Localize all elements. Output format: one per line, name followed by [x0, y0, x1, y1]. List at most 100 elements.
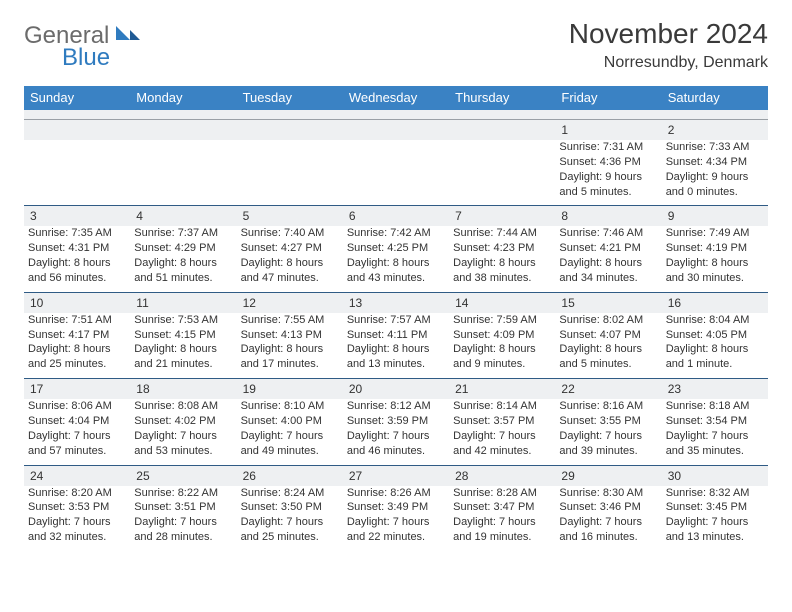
daylight-text: Daylight: 8 hours and 13 minutes.	[347, 342, 445, 372]
day-number: 14	[449, 293, 555, 313]
day-number: 29	[555, 466, 661, 486]
sunrise-text: Sunrise: 8:06 AM	[28, 399, 126, 414]
sunrise-text: Sunrise: 8:02 AM	[559, 313, 657, 328]
day-number: 10	[24, 293, 130, 313]
daynum-row: 12	[24, 120, 768, 140]
day-cell-empty	[237, 140, 343, 205]
day-cell-empty	[24, 140, 130, 205]
weekday-monday: Monday	[130, 86, 236, 110]
sunset-text: Sunset: 3:46 PM	[559, 500, 657, 515]
daylight-text: Daylight: 8 hours and 34 minutes.	[559, 256, 657, 286]
day-number-empty	[237, 120, 343, 140]
day-cell: Sunrise: 8:12 AMSunset: 3:59 PMDaylight:…	[343, 399, 449, 464]
day-number: 28	[449, 466, 555, 486]
day-cell: Sunrise: 7:57 AMSunset: 4:11 PMDaylight:…	[343, 313, 449, 378]
day-number: 8	[555, 206, 661, 226]
sunset-text: Sunset: 4:11 PM	[347, 328, 445, 343]
day-number: 5	[237, 206, 343, 226]
day-number: 18	[130, 379, 236, 399]
day-cell: Sunrise: 7:49 AMSunset: 4:19 PMDaylight:…	[662, 226, 768, 291]
sunrise-text: Sunrise: 7:37 AM	[134, 226, 232, 241]
day-number: 20	[343, 379, 449, 399]
day-cell: Sunrise: 7:33 AMSunset: 4:34 PMDaylight:…	[662, 140, 768, 205]
day-number: 4	[130, 206, 236, 226]
daylight-text: Daylight: 7 hours and 35 minutes.	[666, 429, 764, 459]
day-number: 30	[662, 466, 768, 486]
day-number: 6	[343, 206, 449, 226]
day-number-empty	[449, 120, 555, 140]
title-block: November 2024 Norresundby, Denmark	[569, 18, 768, 72]
daylight-text: Daylight: 7 hours and 13 minutes.	[666, 515, 764, 545]
weekday-tuesday: Tuesday	[237, 86, 343, 110]
daylight-text: Daylight: 7 hours and 19 minutes.	[453, 515, 551, 545]
daylight-text: Daylight: 8 hours and 21 minutes.	[134, 342, 232, 372]
header-spacer	[24, 110, 768, 120]
day-number: 26	[237, 466, 343, 486]
day-number: 3	[24, 206, 130, 226]
weekday-sunday: Sunday	[24, 86, 130, 110]
daylight-text: Daylight: 7 hours and 28 minutes.	[134, 515, 232, 545]
day-cell: Sunrise: 7:51 AMSunset: 4:17 PMDaylight:…	[24, 313, 130, 378]
sunset-text: Sunset: 3:51 PM	[134, 500, 232, 515]
sunrise-text: Sunrise: 7:40 AM	[241, 226, 339, 241]
sunset-text: Sunset: 4:17 PM	[28, 328, 126, 343]
sunset-text: Sunset: 4:15 PM	[134, 328, 232, 343]
sunrise-text: Sunrise: 8:14 AM	[453, 399, 551, 414]
sunrise-text: Sunrise: 7:59 AM	[453, 313, 551, 328]
day-cell: Sunrise: 8:10 AMSunset: 4:00 PMDaylight:…	[237, 399, 343, 464]
day-number: 17	[24, 379, 130, 399]
week-row: Sunrise: 7:51 AMSunset: 4:17 PMDaylight:…	[24, 313, 768, 378]
weekday-thursday: Thursday	[449, 86, 555, 110]
day-number-empty	[130, 120, 236, 140]
day-cell: Sunrise: 8:26 AMSunset: 3:49 PMDaylight:…	[343, 486, 449, 551]
daylight-text: Daylight: 8 hours and 9 minutes.	[453, 342, 551, 372]
week-row: Sunrise: 8:20 AMSunset: 3:53 PMDaylight:…	[24, 486, 768, 551]
sunrise-text: Sunrise: 8:12 AM	[347, 399, 445, 414]
day-cell: Sunrise: 8:14 AMSunset: 3:57 PMDaylight:…	[449, 399, 555, 464]
daynum-row: 17181920212223	[24, 378, 768, 399]
sunrise-text: Sunrise: 8:16 AM	[559, 399, 657, 414]
brand-line2: Blue	[62, 46, 140, 70]
daylight-text: Daylight: 7 hours and 39 minutes.	[559, 429, 657, 459]
day-cell: Sunrise: 7:31 AMSunset: 4:36 PMDaylight:…	[555, 140, 661, 205]
sunrise-text: Sunrise: 8:22 AM	[134, 486, 232, 501]
sunset-text: Sunset: 4:02 PM	[134, 414, 232, 429]
daynum-row: 3456789	[24, 205, 768, 226]
day-cell-empty	[449, 140, 555, 205]
sunrise-text: Sunrise: 7:35 AM	[28, 226, 126, 241]
day-cell: Sunrise: 8:30 AMSunset: 3:46 PMDaylight:…	[555, 486, 661, 551]
day-cell: Sunrise: 7:37 AMSunset: 4:29 PMDaylight:…	[130, 226, 236, 291]
sunset-text: Sunset: 3:50 PM	[241, 500, 339, 515]
sunrise-text: Sunrise: 7:46 AM	[559, 226, 657, 241]
month-title: November 2024	[569, 18, 768, 50]
day-cell: Sunrise: 8:08 AMSunset: 4:02 PMDaylight:…	[130, 399, 236, 464]
day-cell-empty	[130, 140, 236, 205]
sunset-text: Sunset: 3:55 PM	[559, 414, 657, 429]
sunrise-text: Sunrise: 8:18 AM	[666, 399, 764, 414]
daylight-text: Daylight: 9 hours and 5 minutes.	[559, 170, 657, 200]
brand-logo: General Blue	[24, 18, 140, 70]
daylight-text: Daylight: 8 hours and 25 minutes.	[28, 342, 126, 372]
day-number: 21	[449, 379, 555, 399]
day-cell: Sunrise: 8:06 AMSunset: 4:04 PMDaylight:…	[24, 399, 130, 464]
daynum-row: 10111213141516	[24, 292, 768, 313]
sunset-text: Sunset: 3:47 PM	[453, 500, 551, 515]
sunrise-text: Sunrise: 7:49 AM	[666, 226, 764, 241]
daylight-text: Daylight: 8 hours and 51 minutes.	[134, 256, 232, 286]
day-cell: Sunrise: 8:32 AMSunset: 3:45 PMDaylight:…	[662, 486, 768, 551]
day-number: 11	[130, 293, 236, 313]
day-number: 16	[662, 293, 768, 313]
sunset-text: Sunset: 3:57 PM	[453, 414, 551, 429]
day-number: 15	[555, 293, 661, 313]
sunrise-text: Sunrise: 7:57 AM	[347, 313, 445, 328]
sunrise-text: Sunrise: 7:44 AM	[453, 226, 551, 241]
sunset-text: Sunset: 4:05 PM	[666, 328, 764, 343]
sunset-text: Sunset: 4:29 PM	[134, 241, 232, 256]
sunrise-text: Sunrise: 7:51 AM	[28, 313, 126, 328]
sunset-text: Sunset: 3:54 PM	[666, 414, 764, 429]
day-number: 1	[555, 120, 661, 140]
sunrise-text: Sunrise: 8:32 AM	[666, 486, 764, 501]
daylight-text: Daylight: 7 hours and 22 minutes.	[347, 515, 445, 545]
sunset-text: Sunset: 3:49 PM	[347, 500, 445, 515]
daylight-text: Daylight: 7 hours and 32 minutes.	[28, 515, 126, 545]
